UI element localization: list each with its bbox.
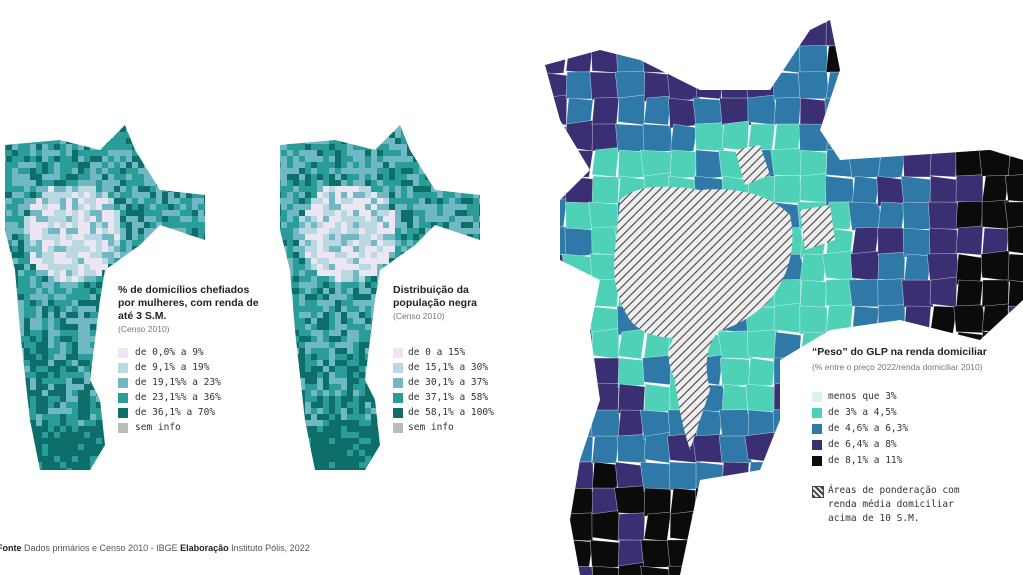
legend-label: de 58,1% a 100% [408, 407, 494, 418]
source: Fonte Dados primários e Censo 2010 - IBG… [0, 543, 310, 553]
legend-swatch [118, 408, 128, 418]
legend-title: “Peso” do GLP na renda domiciliar [812, 346, 987, 358]
legend-label: de 8,1% a 11% [828, 455, 903, 466]
legend-label: de 9,1% a 19% [135, 362, 210, 373]
legend-swatch [118, 378, 128, 388]
legend-swatch [812, 392, 822, 402]
legend-subtitle: (Censo 2010) [393, 311, 445, 321]
legend-label: de 0 a 15% [408, 347, 466, 358]
legend-swatch [812, 424, 822, 434]
legend-title: % de domicílios chefiados por mulheres, … [118, 284, 259, 322]
legend-swatch [393, 348, 403, 358]
legend-swatch [812, 456, 822, 466]
legend-swatch [393, 423, 403, 433]
legend-swatch [118, 393, 128, 403]
legend-subtitle: (% entre o preço 2022/renda domiciliar 2… [812, 362, 983, 372]
legend-swatch [812, 440, 822, 450]
legend-label: de 23,1%% a 36% [135, 392, 221, 403]
source-label: Fonte [0, 543, 22, 553]
legend-swatch [812, 408, 822, 418]
source-text: Dados primários e Censo 2010 - IBGE [24, 543, 178, 553]
legend-swatch [393, 363, 403, 373]
legend-label: de 19,1%% a 23% [135, 377, 221, 388]
credit-text: Instituto Pólis, 2022 [231, 543, 310, 553]
legend-swatch [118, 348, 128, 358]
hatch-note: Áreas de ponderação com renda média domi… [828, 485, 960, 524]
legend-label: de 36,1% a 70% [135, 407, 216, 418]
legend-swatch [393, 393, 403, 403]
legend-label: de 3% a 4,5% [828, 407, 897, 418]
legend-label: de 4,6% a 6,3% [828, 423, 909, 434]
legend-label: de 6,4% a 8% [828, 439, 897, 450]
legend-subtitle: (Censo 2010) [118, 324, 170, 334]
legend-title: Distribuição da população negra [393, 284, 478, 309]
legend-label: de 15,1% a 30% [408, 362, 489, 373]
legend-swatch [118, 423, 128, 433]
legend-label: sem info [408, 422, 454, 433]
legend-label: sem info [135, 422, 181, 433]
credit-label: Elaboração [180, 543, 229, 553]
legend-swatch [393, 378, 403, 388]
legend-label: de 37,1% a 58% [408, 392, 489, 403]
legend-label: de 30,1% a 37% [408, 377, 489, 388]
legend-swatch [118, 363, 128, 373]
hatch-swatch [812, 486, 824, 498]
legend-label: menos que 3% [828, 391, 897, 402]
legend-swatch [393, 408, 403, 418]
legend-label: de 0,0% a 9% [135, 347, 204, 358]
